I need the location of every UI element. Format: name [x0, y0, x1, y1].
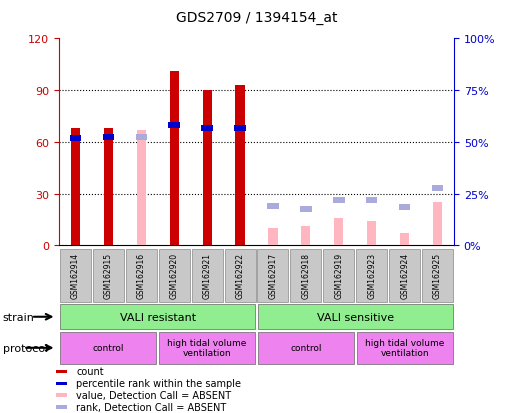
- Text: GSM162918: GSM162918: [301, 253, 310, 299]
- Bar: [135, 134, 147, 140]
- Text: GSM162923: GSM162923: [367, 253, 376, 299]
- Text: VALI sensitive: VALI sensitive: [317, 312, 394, 322]
- Bar: [61, 332, 156, 364]
- Bar: [389, 249, 420, 302]
- Bar: [323, 249, 354, 302]
- Text: GSM162915: GSM162915: [104, 253, 113, 299]
- Bar: [104, 129, 113, 246]
- Bar: [159, 332, 255, 364]
- Bar: [334, 218, 343, 246]
- Bar: [61, 305, 255, 329]
- Bar: [56, 382, 67, 385]
- Bar: [225, 249, 255, 302]
- Bar: [203, 91, 212, 246]
- Bar: [300, 206, 311, 213]
- Bar: [258, 332, 354, 364]
- Text: rank, Detection Call = ABSENT: rank, Detection Call = ABSENT: [76, 402, 226, 412]
- Bar: [235, 86, 245, 246]
- Bar: [56, 406, 67, 409]
- Text: control: control: [290, 344, 322, 352]
- Text: GSM162917: GSM162917: [268, 253, 278, 299]
- Text: GDS2709 / 1394154_at: GDS2709 / 1394154_at: [176, 11, 337, 25]
- Bar: [56, 394, 67, 397]
- Bar: [70, 136, 81, 142]
- Text: GSM162916: GSM162916: [137, 253, 146, 299]
- Bar: [170, 72, 179, 246]
- Bar: [93, 249, 124, 302]
- Bar: [103, 134, 114, 140]
- Bar: [159, 249, 190, 302]
- Bar: [301, 227, 310, 246]
- Text: GSM162922: GSM162922: [235, 253, 245, 299]
- Bar: [258, 305, 452, 329]
- Bar: [136, 131, 146, 246]
- Text: strain: strain: [3, 312, 34, 322]
- Bar: [192, 249, 223, 302]
- Text: GSM162914: GSM162914: [71, 253, 80, 299]
- Bar: [126, 249, 157, 302]
- Bar: [258, 249, 288, 302]
- Bar: [367, 222, 377, 246]
- Text: percentile rank within the sample: percentile rank within the sample: [76, 378, 241, 388]
- Text: GSM162920: GSM162920: [170, 253, 179, 299]
- Text: GSM162919: GSM162919: [334, 253, 343, 299]
- Bar: [357, 332, 452, 364]
- Text: high tidal volume
ventilation: high tidal volume ventilation: [167, 338, 247, 358]
- Bar: [168, 122, 180, 128]
- Bar: [60, 249, 91, 302]
- Bar: [433, 203, 442, 246]
- Bar: [399, 205, 410, 211]
- Bar: [290, 249, 321, 302]
- Bar: [234, 126, 246, 132]
- Text: high tidal volume
ventilation: high tidal volume ventilation: [365, 338, 444, 358]
- Bar: [400, 234, 409, 246]
- Bar: [432, 186, 443, 192]
- Text: count: count: [76, 366, 104, 376]
- Bar: [202, 126, 213, 132]
- Text: VALI resistant: VALI resistant: [120, 312, 196, 322]
- Text: GSM162921: GSM162921: [203, 253, 212, 299]
- Text: GSM162924: GSM162924: [400, 253, 409, 299]
- Bar: [366, 198, 378, 204]
- Bar: [267, 203, 279, 209]
- Bar: [356, 249, 387, 302]
- Text: GSM162925: GSM162925: [433, 253, 442, 299]
- Text: value, Detection Call = ABSENT: value, Detection Call = ABSENT: [76, 390, 231, 400]
- Bar: [333, 198, 345, 204]
- Bar: [422, 249, 453, 302]
- Text: control: control: [93, 344, 124, 352]
- Bar: [268, 228, 278, 246]
- Text: protocol: protocol: [3, 343, 48, 353]
- Bar: [71, 129, 80, 246]
- Bar: [56, 370, 67, 373]
